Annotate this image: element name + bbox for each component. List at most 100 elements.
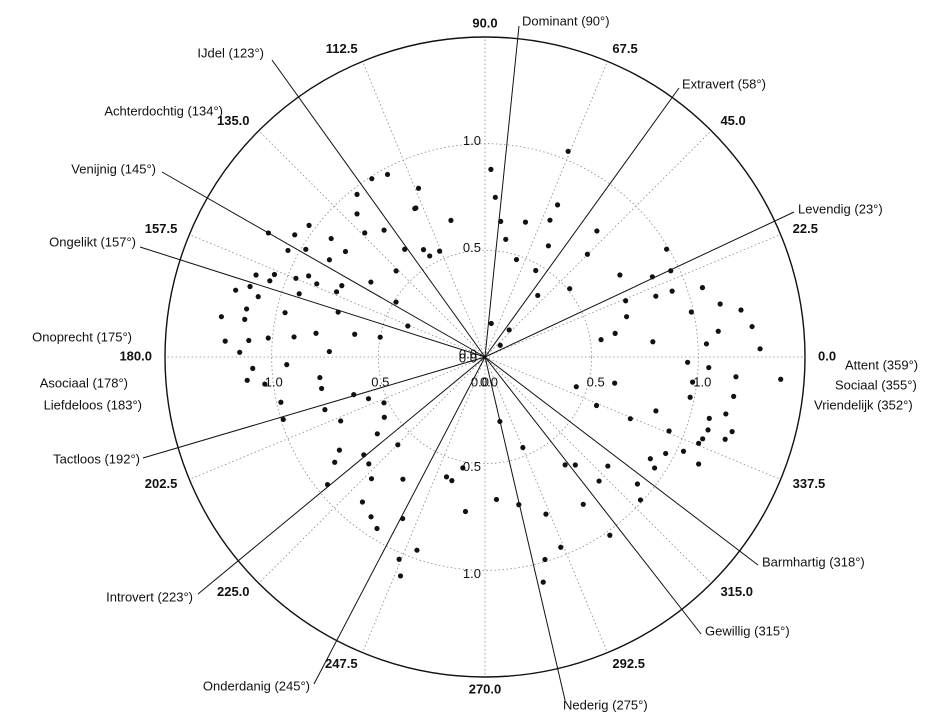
data-point-130 [361,452,367,458]
data-point-27 [306,222,312,228]
data-point-155 [237,349,243,355]
data-point-135 [351,392,357,398]
data-point-20 [384,171,391,178]
data-point-122 [396,556,402,562]
data-point-14 [535,292,541,299]
trait-label-4: Sociaal (355°) [835,377,917,392]
data-point-149 [400,515,406,522]
data-point-47 [291,334,297,340]
data-point-103 [593,402,600,409]
radial-label-left-1: 0.5 [371,374,389,389]
data-point-96 [733,374,739,380]
data-point-101 [612,380,618,386]
data-point-98 [729,429,735,435]
data-point-145 [395,442,401,448]
data-point-55 [326,257,333,263]
angle-label-3: 67.5 [612,41,637,56]
data-point-22 [369,176,375,182]
data-point-100 [653,408,659,414]
data-point-13 [567,286,573,292]
angle-spoke-11 [362,356,486,653]
data-point-6 [506,327,512,333]
data-point-76 [715,328,721,334]
data-point-5 [488,320,494,327]
data-point-57 [282,310,288,316]
data-point-137 [317,374,323,381]
data-point-163 [722,436,728,442]
data-point-30 [306,273,312,279]
data-point-128 [368,476,375,482]
data-point-9 [554,202,561,208]
trait-line-16 [161,171,486,358]
data-point-90 [696,461,702,467]
data-point-56 [339,283,345,289]
trait-line-1 [484,87,680,358]
angle-label-5: 112.5 [326,41,358,56]
data-point-75 [749,323,755,330]
data-point-142 [336,447,343,453]
trait-label-17: Achterdochtig (134°) [104,103,223,118]
data-point-156 [284,362,290,368]
angle-label-10: 225.0 [217,584,250,599]
data-point-70 [649,274,655,280]
data-point-116 [493,496,500,503]
data-point-0 [488,166,494,172]
data-point-2 [498,218,504,224]
trait-line-15 [139,246,486,358]
data-point-136 [319,385,325,392]
data-point-150 [244,377,250,383]
data-point-39 [393,268,399,274]
trait-label-16: Venijnig (145°) [71,161,156,176]
radial-label-up-2: 1.0 [463,133,481,148]
radial-label-up-0: 0.0 [459,346,477,361]
data-point-32 [253,272,259,278]
data-point-31 [271,271,278,278]
trait-label-13: Asociaal (178°) [40,375,128,390]
trait-label-15: Ongelikt (157°) [49,234,136,249]
outer-circle [164,36,806,678]
data-point-121 [414,547,420,553]
trait-label-14: Onoprecht (175°) [32,329,132,344]
angle-spoke-14 [484,356,712,584]
data-point-34 [255,294,261,300]
data-point-131 [374,431,380,437]
data-point-72 [699,284,706,291]
angle-spoke-2 [484,130,712,358]
data-point-102 [573,384,579,390]
data-point-118 [497,418,503,425]
data-point-97 [687,394,693,400]
data-point-120 [443,474,450,480]
data-point-59 [267,278,273,284]
data-point-54 [293,275,299,281]
data-point-68 [623,314,630,320]
data-point-139 [278,399,284,405]
angle-label-11: 247.5 [325,656,358,671]
data-point-160 [664,246,670,252]
data-point-49 [326,348,332,355]
data-point-123 [397,573,404,579]
trait-label-3: Attent (359°) [845,357,918,372]
data-point-8 [565,148,571,154]
data-point-95 [684,359,691,365]
trait-label-7: Gewillig (315°) [705,623,790,638]
trait-line-2 [484,211,795,358]
data-point-17 [448,217,454,223]
data-point-162 [700,436,706,442]
data-point-99 [696,440,702,446]
data-point-88 [666,428,672,434]
data-point-48 [313,330,319,336]
data-point-138 [280,416,286,423]
data-point-74 [738,307,744,313]
data-point-60 [303,246,309,252]
trait-lines [139,25,795,701]
angle-spoke-13 [484,356,608,653]
data-point-153 [352,331,358,337]
radial-label-left-2: 1.0 [265,374,283,389]
data-point-46 [265,335,271,341]
data-point-41 [265,230,272,236]
data-point-44 [246,337,252,344]
data-point-26 [328,235,334,242]
angle-label-7: 157.5 [145,221,178,236]
data-point-62 [402,246,408,252]
data-point-35 [243,306,250,312]
